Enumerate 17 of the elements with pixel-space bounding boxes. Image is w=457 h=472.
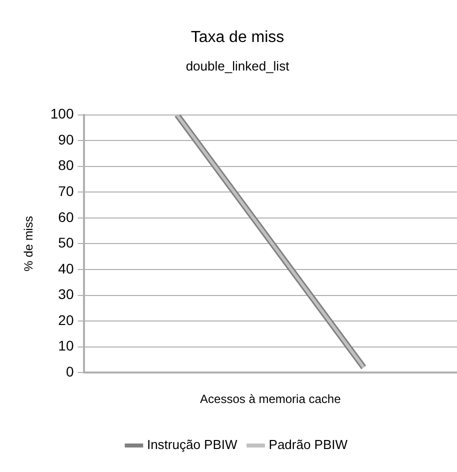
y-tick-label: 50 xyxy=(58,234,74,251)
y-tick-label: 90 xyxy=(58,131,74,148)
y-tick-label: 30 xyxy=(58,286,74,302)
y-tick-label: 10 xyxy=(58,338,74,354)
x-axis-title: Acessos à memoria cache xyxy=(200,392,342,406)
y-tick-label: 20 xyxy=(58,312,74,328)
legend-label: Instrução PBIW xyxy=(146,437,238,452)
y-tick-label: 40 xyxy=(58,260,74,276)
y-tick-label: 80 xyxy=(58,157,74,174)
y-tick-label: 60 xyxy=(58,208,74,225)
y-tick-label: 0 xyxy=(66,363,74,380)
chart-title: Taxa de miss xyxy=(190,29,284,46)
chart-subtitle: double_linked_list xyxy=(186,58,290,74)
legend-label: Padrão PBIW xyxy=(268,437,348,452)
y-tick-label: 70 xyxy=(58,183,74,199)
y-tick-label: 100 xyxy=(50,106,74,122)
y-axis-title: % de miss xyxy=(22,216,36,272)
